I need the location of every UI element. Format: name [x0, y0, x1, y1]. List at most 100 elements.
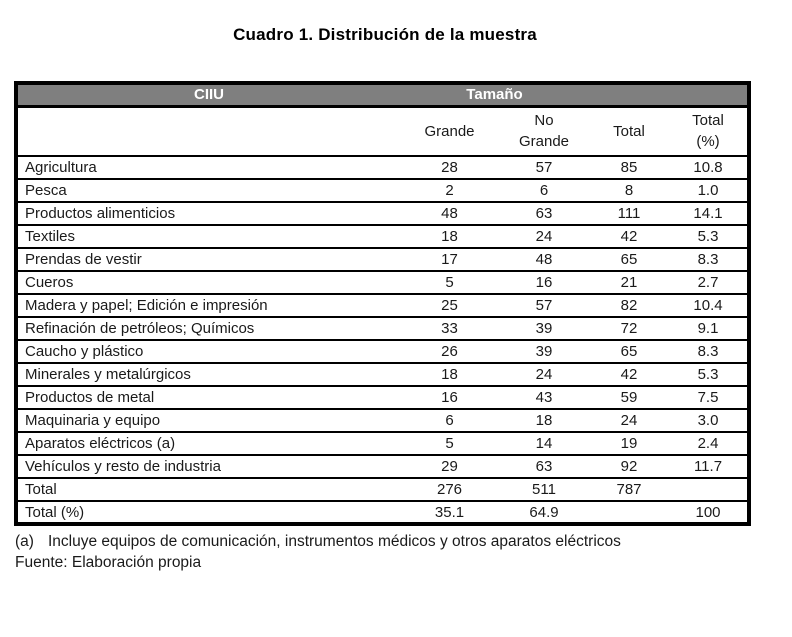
- value-cell: 787: [589, 478, 669, 502]
- value-cell: 63: [499, 455, 589, 479]
- value-cell: 57: [499, 294, 589, 318]
- table-body: Agricultura 28 57 85 10.8 Pesca 2 6 8 1.0 Producto…: [16, 156, 749, 525]
- footnote-text: Incluye equipos de comunicación, instrum…: [47, 533, 621, 550]
- value-cell: 18: [400, 225, 499, 249]
- row-label-cell: Aparatos eléctricos (a): [16, 432, 400, 456]
- table-row: Prendas de vestir 17 48 65 8.3: [16, 248, 749, 272]
- row-label-cell: Total: [16, 478, 400, 502]
- column-header-row: Grande No Grande Total Total (%): [16, 106, 749, 157]
- value-cell: 276: [400, 478, 499, 502]
- group-header-tamano: Tamaño: [400, 83, 589, 108]
- value-cell: 18: [400, 363, 499, 387]
- value-cell: 85: [589, 156, 669, 180]
- row-label-cell: Prendas de vestir: [16, 248, 400, 272]
- row-label-cell: Productos de metal: [16, 386, 400, 410]
- col-header-total-pct: Total (%): [669, 106, 749, 157]
- table-row: Refinación de petróleos; Químicos 33 39 72 9…: [16, 317, 749, 341]
- table-row: Textiles 18 24 42 5.3: [16, 225, 749, 249]
- table-row: Productos de metal 16 43 59 7.5: [16, 386, 749, 410]
- table-row: Madera y papel; Edición e impresión 25 57 8…: [16, 294, 749, 318]
- value-cell: 39: [499, 317, 589, 341]
- table-row: Agricultura 28 57 85 10.8: [16, 156, 749, 180]
- col-header-empty: [16, 106, 400, 157]
- value-cell: 25: [400, 294, 499, 318]
- value-cell: 48: [400, 202, 499, 226]
- row-label-cell: Caucho y plástico: [16, 340, 400, 364]
- table-row: Caucho y plástico 26 39 65 8.3: [16, 340, 749, 364]
- table-row: Minerales y metalúrgicos 18 24 42 5.3: [16, 363, 749, 387]
- row-label-cell: Pesca: [16, 179, 400, 203]
- footnote: (a) Incluye equipos de comunicación, ins…: [15, 533, 792, 551]
- value-cell: 1.0: [669, 179, 749, 203]
- value-cell: 24: [589, 409, 669, 433]
- col-header-grande: Grande: [400, 106, 499, 157]
- value-cell: 111: [589, 202, 669, 226]
- value-cell: 2.7: [669, 271, 749, 295]
- value-cell: 5.3: [669, 225, 749, 249]
- value-cell: 6: [400, 409, 499, 433]
- row-label-cell: Vehículos y resto de industria: [16, 455, 400, 479]
- value-cell: 39: [499, 340, 589, 364]
- row-label-cell: Minerales y metalúrgicos: [16, 363, 400, 387]
- distribution-table: CIIU Tamaño Grande No Grande Total Total…: [14, 81, 751, 526]
- table-header: CIIU Tamaño Grande No Grande Total Total…: [16, 83, 749, 157]
- table-row: Productos alimenticios 48 63 111 14.1: [16, 202, 749, 226]
- row-label-cell: Productos alimenticios: [16, 202, 400, 226]
- col-header-total: Total: [589, 106, 669, 157]
- value-cell: 24: [499, 363, 589, 387]
- value-cell: 6: [499, 179, 589, 203]
- row-label-cell: Refinación de petróleos; Químicos: [16, 317, 400, 341]
- row-label-cell: Madera y papel; Edición e impresión: [16, 294, 400, 318]
- value-cell: 16: [499, 271, 589, 295]
- footnote-marker: (a): [15, 533, 34, 550]
- value-cell: 14.1: [669, 202, 749, 226]
- value-cell: 63: [499, 202, 589, 226]
- row-label-cell: Textiles: [16, 225, 400, 249]
- value-cell: 7.5: [669, 386, 749, 410]
- value-cell: 5.3: [669, 363, 749, 387]
- value-cell: [589, 501, 669, 525]
- source-line: Fuente: Elaboración propia: [15, 554, 202, 571]
- row-label-cell: Total (%): [16, 501, 400, 525]
- value-cell: 26: [400, 340, 499, 364]
- value-cell: 29: [400, 455, 499, 479]
- value-cell: 8.3: [669, 248, 749, 272]
- value-cell: [669, 478, 749, 502]
- value-cell: 14: [499, 432, 589, 456]
- table-row: Maquinaria y equipo 6 18 24 3.0: [16, 409, 749, 433]
- value-cell: 9.1: [669, 317, 749, 341]
- value-cell: 35.1: [400, 501, 499, 525]
- value-cell: 42: [589, 225, 669, 249]
- value-cell: 28: [400, 156, 499, 180]
- value-cell: 72: [589, 317, 669, 341]
- row-label-cell: Maquinaria y equipo: [16, 409, 400, 433]
- value-cell: 43: [499, 386, 589, 410]
- row-label-cell: Agricultura: [16, 156, 400, 180]
- value-cell: 511: [499, 478, 589, 502]
- value-cell: 8: [589, 179, 669, 203]
- table-title: Cuadro 1. Distribución de la muestra: [233, 25, 537, 44]
- value-cell: 19: [589, 432, 669, 456]
- value-cell: 5: [400, 271, 499, 295]
- value-cell: 82: [589, 294, 669, 318]
- value-cell: 21: [589, 271, 669, 295]
- row-label-cell: Cueros: [16, 271, 400, 295]
- value-cell: 57: [499, 156, 589, 180]
- value-cell: 3.0: [669, 409, 749, 433]
- value-cell: 64.9: [499, 501, 589, 525]
- value-cell: 42: [589, 363, 669, 387]
- value-cell: 8.3: [669, 340, 749, 364]
- table-row: Cueros 5 16 21 2.7: [16, 271, 749, 295]
- table-row: Total (%) 35.1 64.9 100: [16, 501, 749, 525]
- value-cell: 24: [499, 225, 589, 249]
- value-cell: 5: [400, 432, 499, 456]
- value-cell: 18: [499, 409, 589, 433]
- group-header-spacer: [589, 83, 749, 108]
- value-cell: 2.4: [669, 432, 749, 456]
- value-cell: 10.8: [669, 156, 749, 180]
- value-cell: 65: [589, 340, 669, 364]
- value-cell: 11.7: [669, 455, 749, 479]
- value-cell: 65: [589, 248, 669, 272]
- table-row: Aparatos eléctricos (a) 5 14 19 2.4: [16, 432, 749, 456]
